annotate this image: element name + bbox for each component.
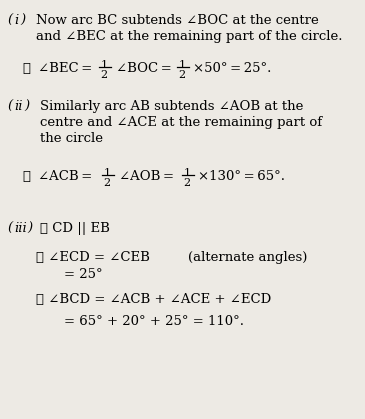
- Text: ): ): [20, 14, 25, 27]
- Text: (: (: [7, 100, 12, 113]
- Text: 1: 1: [101, 60, 108, 70]
- Text: ii: ii: [14, 100, 23, 113]
- Text: Now arc BC subtends ∠BOC at the centre: Now arc BC subtends ∠BOC at the centre: [36, 14, 319, 27]
- Text: i: i: [14, 14, 18, 27]
- Text: 2: 2: [100, 70, 107, 80]
- Text: the circle: the circle: [40, 132, 103, 145]
- Text: ∠BOC =: ∠BOC =: [116, 62, 174, 75]
- Text: ∴ ∠ECD = ∠CEB: ∴ ∠ECD = ∠CEB: [36, 251, 150, 264]
- Text: ∴ CD || EB: ∴ CD || EB: [40, 222, 110, 235]
- Text: 1: 1: [184, 168, 191, 178]
- Text: ∴: ∴: [22, 62, 30, 75]
- Text: 2: 2: [183, 178, 190, 188]
- Text: ): ): [27, 222, 32, 235]
- Text: 1: 1: [104, 168, 111, 178]
- Text: and ∠BEC at the remaining part of the circle.: and ∠BEC at the remaining part of the ci…: [36, 30, 342, 43]
- Text: 2: 2: [178, 70, 185, 80]
- Text: ∠AOB =: ∠AOB =: [119, 170, 177, 183]
- Text: 2: 2: [103, 178, 110, 188]
- Text: ×50° = 25°.: ×50° = 25°.: [193, 62, 271, 75]
- Text: = 25°: = 25°: [64, 268, 103, 281]
- Text: ×130° = 65°.: ×130° = 65°.: [198, 170, 285, 183]
- Text: ∠BEC =: ∠BEC =: [38, 62, 95, 75]
- Text: iii: iii: [14, 222, 27, 235]
- Text: 1: 1: [179, 60, 186, 70]
- Text: (alternate angles): (alternate angles): [188, 251, 307, 264]
- Text: ∴: ∴: [22, 170, 30, 183]
- Text: = 65° + 20° + 25° = 110°.: = 65° + 20° + 25° = 110°.: [64, 315, 244, 328]
- Text: Similarly arc AB subtends ∠AOB at the: Similarly arc AB subtends ∠AOB at the: [40, 100, 303, 113]
- Text: ∴ ∠BCD = ∠ACB + ∠ACE + ∠ECD: ∴ ∠BCD = ∠ACB + ∠ACE + ∠ECD: [36, 293, 271, 306]
- Text: (: (: [7, 222, 12, 235]
- Text: (: (: [7, 14, 12, 27]
- Text: ): ): [24, 100, 29, 113]
- Text: centre and ∠ACE at the remaining part of: centre and ∠ACE at the remaining part of: [40, 116, 322, 129]
- Text: ∠ACB =: ∠ACB =: [38, 170, 95, 183]
